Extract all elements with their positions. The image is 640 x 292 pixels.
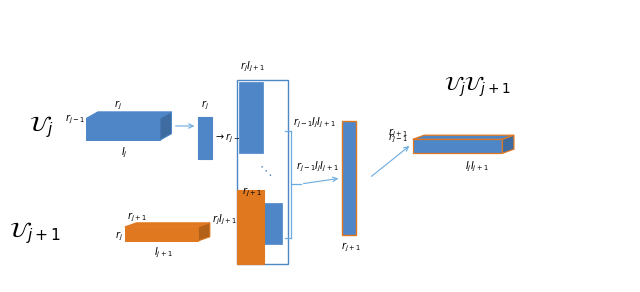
- Text: $\mathcal{U}_{j+1}$: $\mathcal{U}_{j+1}$: [9, 221, 61, 246]
- Polygon shape: [86, 118, 160, 140]
- Text: $r_{j-1}$: $r_{j-1}$: [65, 113, 84, 126]
- Polygon shape: [413, 139, 502, 153]
- Text: $I_j$: $I_j$: [122, 145, 128, 160]
- Text: $r_{j+1}$: $r_{j+1}$: [340, 241, 361, 254]
- Polygon shape: [86, 112, 172, 118]
- Text: $r_{j-1}I_jI_{j+1}$: $r_{j-1}I_jI_{j+1}$: [296, 159, 339, 174]
- Text: $r_{j-1}$: $r_{j-1}$: [388, 132, 408, 145]
- Polygon shape: [413, 135, 514, 139]
- Text: $\ddots$: $\ddots$: [259, 164, 272, 178]
- Bar: [198, 117, 212, 159]
- Bar: [239, 82, 263, 153]
- Polygon shape: [502, 135, 514, 153]
- Bar: [342, 121, 356, 235]
- Text: $r_j$: $r_j$: [201, 99, 209, 112]
- Polygon shape: [160, 112, 172, 140]
- Polygon shape: [125, 223, 210, 227]
- Text: $\mathcal{U}_j$: $\mathcal{U}_j$: [29, 114, 54, 140]
- Bar: [237, 80, 288, 264]
- Text: $r_j$: $r_j$: [115, 99, 122, 112]
- Text: $r_{j+1}$: $r_{j+1}$: [127, 211, 147, 224]
- Text: $r_{j+1}$: $r_{j+1}$: [241, 185, 262, 199]
- Polygon shape: [125, 227, 198, 241]
- Text: $I_jI_{j+1}$: $I_jI_{j+1}$: [465, 159, 489, 173]
- Text: $\rightarrow r_{j-1}I_j$: $\rightarrow r_{j-1}I_j$: [214, 131, 252, 145]
- Text: $r_jI_{j+1}$: $r_jI_{j+1}$: [212, 212, 237, 227]
- Text: $r_j$: $r_j$: [115, 230, 123, 244]
- Bar: [256, 203, 282, 244]
- Polygon shape: [198, 223, 210, 241]
- Bar: [237, 190, 264, 264]
- Text: $I_{j+1}$: $I_{j+1}$: [154, 246, 173, 260]
- Text: $r_{j+1}$: $r_{j+1}$: [388, 126, 408, 140]
- Text: $r_{j-1}I_jI_{j+1}$: $r_{j-1}I_jI_{j+1}$: [293, 115, 336, 130]
- Text: $\mathcal{U}_j\mathcal{U}_{j+1}$: $\mathcal{U}_j\mathcal{U}_{j+1}$: [444, 75, 510, 99]
- Text: $r_jI_{j+1}$: $r_jI_{j+1}$: [240, 60, 266, 74]
